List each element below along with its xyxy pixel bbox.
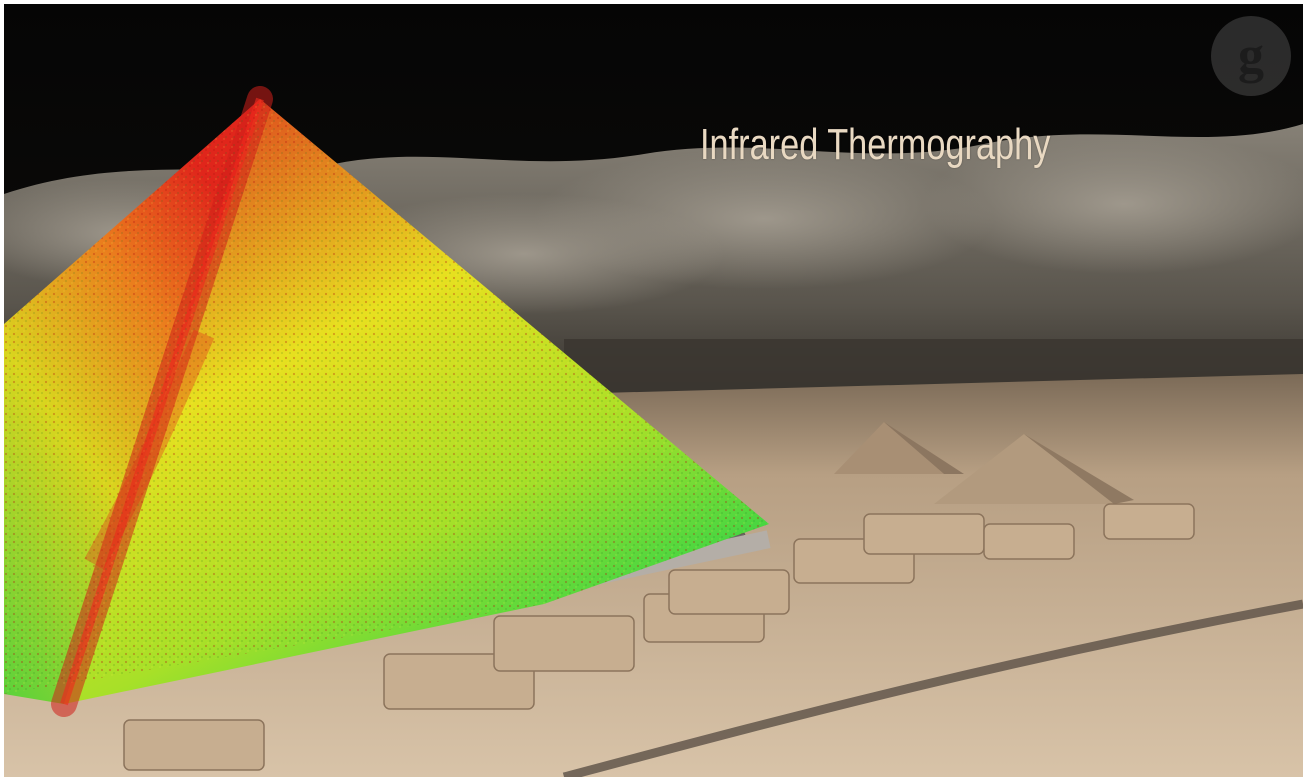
logo-letter: g (1238, 27, 1264, 84)
overlay-title: Infrared Thermography (700, 120, 1050, 170)
guardian-g-logo-icon: g (1209, 14, 1293, 98)
video-frame: Infrared Thermography g (4, 4, 1303, 777)
giza-plateau-scene (4, 4, 1303, 777)
